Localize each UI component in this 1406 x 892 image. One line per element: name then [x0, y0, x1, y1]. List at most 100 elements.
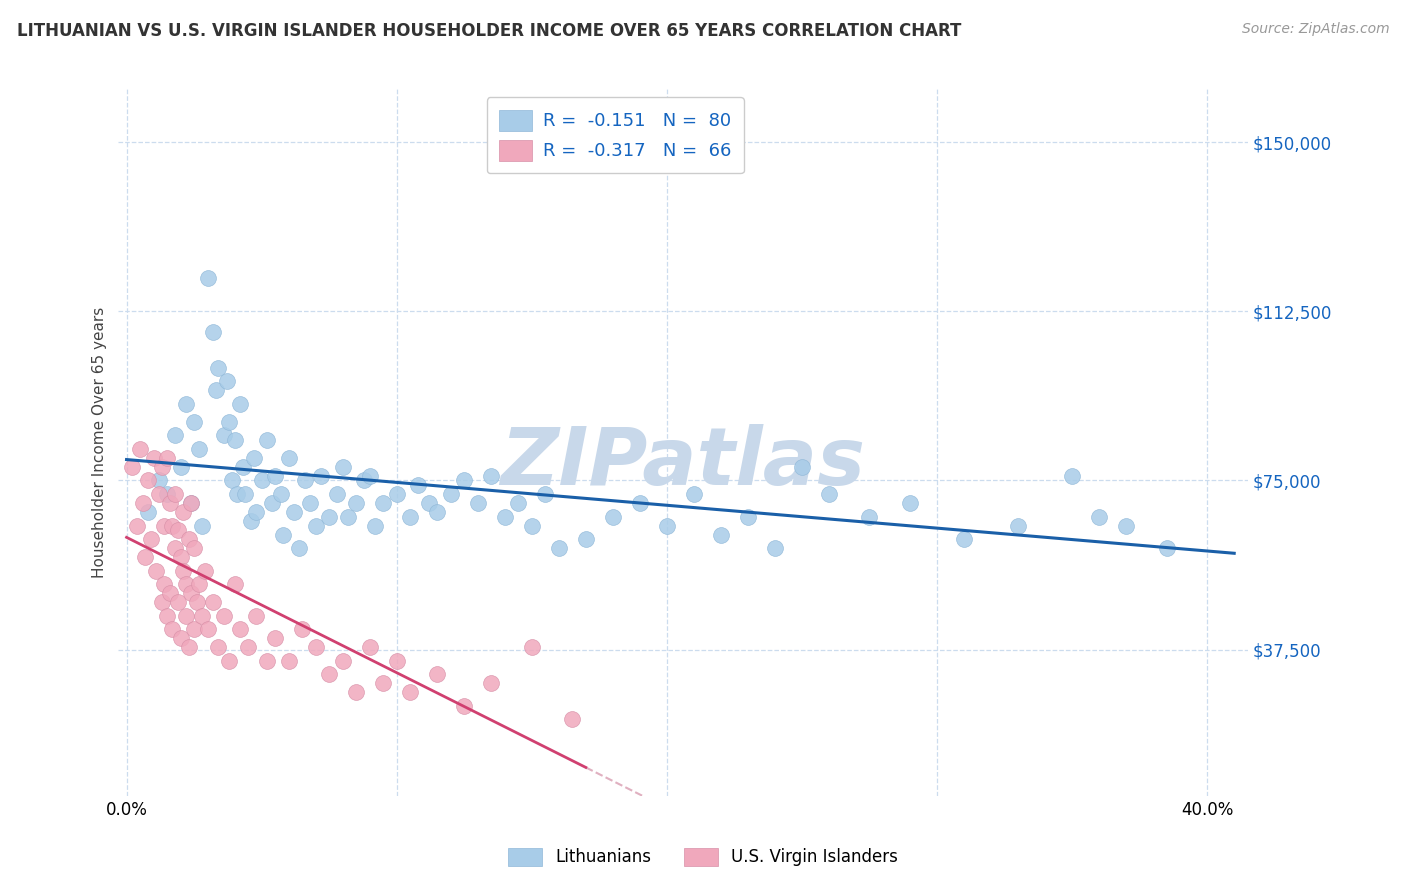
Point: [172, 564, 194, 578]
Point: [385, 654, 408, 668]
Point: [139, 532, 162, 546]
Point: [232, 459, 254, 474]
Point: [167, 523, 190, 537]
Point: [898, 496, 921, 510]
Point: [177, 640, 200, 655]
Point: [737, 509, 759, 524]
Point: [467, 496, 489, 510]
Point: [165, 487, 187, 501]
Point: [136, 505, 159, 519]
Point: [655, 518, 678, 533]
Point: [683, 487, 706, 501]
Point: [221, 474, 243, 488]
Point: [188, 442, 211, 456]
Point: [197, 622, 219, 636]
Point: [399, 509, 422, 524]
Point: [1062, 469, 1084, 483]
Point: [148, 487, 170, 501]
Point: [242, 450, 264, 465]
Point: [628, 496, 651, 510]
Point: [167, 595, 190, 609]
Point: [508, 496, 530, 510]
Point: [172, 505, 194, 519]
Point: [215, 374, 238, 388]
Point: [561, 713, 583, 727]
Point: [188, 577, 211, 591]
Point: [159, 496, 181, 510]
Point: [159, 586, 181, 600]
Point: [212, 428, 235, 442]
Point: [1115, 518, 1137, 533]
Point: [520, 640, 543, 655]
Point: [602, 509, 624, 524]
Point: [169, 550, 191, 565]
Point: [359, 469, 381, 483]
Point: [162, 622, 184, 636]
Point: [229, 622, 252, 636]
Point: [142, 450, 165, 465]
Point: [858, 509, 880, 524]
Point: [326, 487, 349, 501]
Point: [299, 496, 322, 510]
Point: [790, 459, 813, 474]
Point: [224, 433, 246, 447]
Point: [224, 577, 246, 591]
Point: [191, 518, 214, 533]
Point: [262, 496, 284, 510]
Point: [288, 541, 311, 555]
Point: [132, 496, 155, 510]
Point: [294, 474, 316, 488]
Point: [399, 685, 422, 699]
Point: [479, 676, 502, 690]
Point: [212, 608, 235, 623]
Point: [332, 654, 354, 668]
Point: [156, 487, 179, 501]
Point: [174, 397, 197, 411]
Point: [174, 608, 197, 623]
Point: [283, 505, 305, 519]
Point: [332, 459, 354, 474]
Point: [207, 360, 229, 375]
Point: [373, 676, 395, 690]
Point: [575, 532, 598, 546]
Point: [197, 270, 219, 285]
Point: [818, 487, 841, 501]
Point: [153, 518, 176, 533]
Point: [359, 640, 381, 655]
Point: [169, 459, 191, 474]
Point: [318, 667, 340, 681]
Point: [180, 496, 202, 510]
Point: [710, 527, 733, 541]
Point: [305, 640, 328, 655]
Point: [218, 415, 240, 429]
Text: Source: ZipAtlas.com: Source: ZipAtlas.com: [1241, 22, 1389, 37]
Text: LITHUANIAN VS U.S. VIRGIN ISLANDER HOUSEHOLDER INCOME OVER 65 YEARS CORRELATION : LITHUANIAN VS U.S. VIRGIN ISLANDER HOUSE…: [17, 22, 962, 40]
Point: [129, 442, 152, 456]
Point: [165, 541, 187, 555]
Point: [318, 509, 340, 524]
Point: [127, 518, 149, 533]
Point: [156, 608, 179, 623]
Point: [201, 325, 224, 339]
Point: [418, 496, 440, 510]
Point: [344, 685, 367, 699]
Y-axis label: Householder Income Over 65 years: Householder Income Over 65 years: [93, 307, 107, 578]
Point: [494, 509, 516, 524]
Point: [245, 608, 267, 623]
Point: [264, 632, 287, 646]
Point: [194, 564, 217, 578]
Point: [183, 415, 205, 429]
Point: [134, 550, 156, 565]
Point: [277, 450, 299, 465]
Point: [162, 518, 184, 533]
Point: [174, 577, 197, 591]
Point: [1156, 541, 1178, 555]
Point: [150, 459, 173, 474]
Point: [337, 509, 360, 524]
Point: [150, 595, 173, 609]
Point: [177, 532, 200, 546]
Point: [186, 595, 208, 609]
Point: [1007, 518, 1029, 533]
Point: [1088, 509, 1111, 524]
Point: [479, 469, 502, 483]
